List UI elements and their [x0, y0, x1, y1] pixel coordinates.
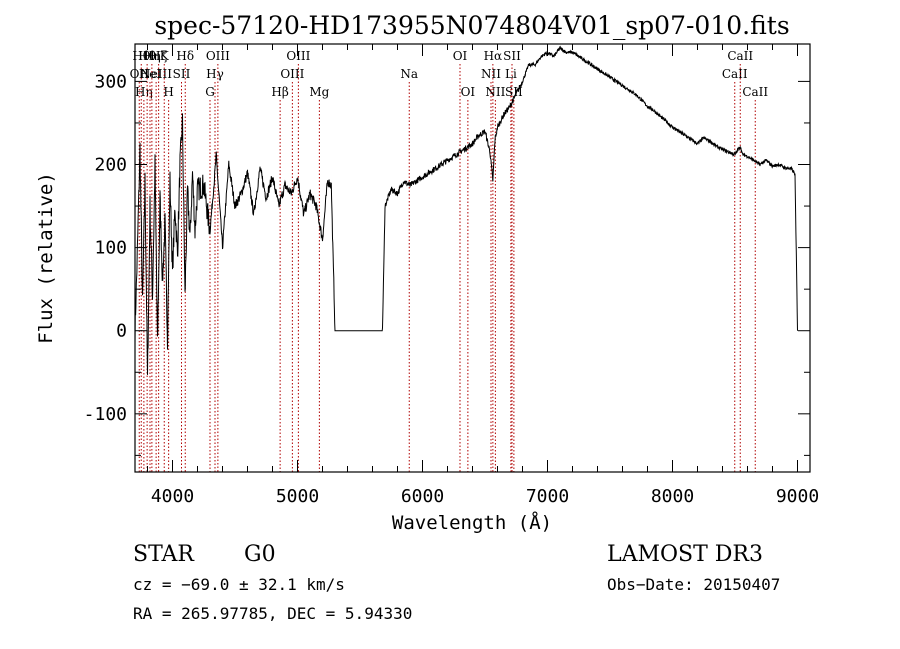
emission-line-label: OI — [461, 85, 476, 99]
chart-title: spec-57120-HD173955N074804V01_sp07-010.f… — [154, 11, 789, 40]
emission-line-label: SII — [173, 67, 191, 81]
redshift-cz: cz = −69.0 ± 32.1 km/s — [133, 575, 345, 594]
x-axis-label: Wavelength (Å) — [392, 511, 552, 534]
emission-line-label: Li — [505, 67, 517, 81]
x-tick-label: 4000 — [151, 486, 194, 507]
emission-line-label: Hθ — [132, 49, 150, 63]
axis-ticks: 4000 5000 6000 7000 8000 9000 -100 0 100 200 300 — [84, 44, 819, 507]
emission-line-label: Hα — [484, 49, 503, 63]
x-tick-label: 8000 — [651, 486, 694, 507]
emission-line-label: CaII — [742, 85, 768, 99]
emission-line-label: Mg — [309, 85, 329, 99]
emission-line-label: NeIII — [140, 67, 172, 81]
emission-line-label: Hθ — [138, 49, 156, 63]
emission-line-label: Hη — [143, 49, 161, 63]
emission-line-label: K — [160, 49, 170, 63]
x-tick-label: 9000 — [776, 486, 819, 507]
observation-date: Obs−Date: 20150407 — [607, 575, 780, 594]
emission-line-label: OIII — [280, 67, 304, 81]
object-subclass: G0 — [244, 542, 276, 567]
x-tick-label: 5000 — [276, 486, 319, 507]
emission-line-label: Hβ — [271, 85, 288, 99]
ra-dec: RA = 265.97785, DEC = 5.94330 — [133, 604, 412, 623]
y-tick-label: -100 — [84, 404, 127, 425]
emission-line-label: OIII — [206, 49, 230, 63]
emission-line-label: NII — [481, 67, 501, 81]
emission-line-label: OI — [453, 49, 468, 63]
y-tick-label: 200 — [94, 155, 127, 176]
object-class: STAR — [133, 542, 195, 567]
emission-line-label: H — [163, 85, 173, 99]
emission-line-label: G — [205, 85, 215, 99]
emission-line-label: NII — [485, 85, 505, 99]
emission-line-label: Na — [400, 67, 418, 81]
x-tick-label: 6000 — [401, 486, 444, 507]
emission-line-label: CaII — [722, 67, 748, 81]
y-axis-label: Flux (relative) — [35, 172, 57, 344]
series-spectrum — [134, 45, 798, 375]
plot-frame — [134, 43, 811, 473]
emission-line-markers: OIIHθHηHθHeIHηNeIIIHζKHSIIHδGHγOIIIHβOII… — [130, 49, 768, 472]
emission-line-label: CaII — [727, 49, 753, 63]
x-tick-label: 7000 — [526, 486, 569, 507]
spectrum-series — [134, 45, 798, 375]
y-tick-label: 300 — [94, 71, 127, 92]
survey-name: LAMOST DR3 — [607, 542, 763, 567]
emission-line-label: Hη — [135, 85, 153, 99]
emission-line-label: OIII — [286, 49, 310, 63]
emission-line-label: HeI — [139, 67, 162, 81]
emission-line-label: Hζ — [150, 49, 167, 63]
y-tick-label: 0 — [116, 321, 127, 342]
emission-line-label: SII — [503, 49, 521, 63]
y-tick-label: 100 — [94, 238, 127, 259]
emission-line-label: Hγ — [206, 67, 224, 81]
emission-line-label: Hδ — [176, 49, 194, 63]
